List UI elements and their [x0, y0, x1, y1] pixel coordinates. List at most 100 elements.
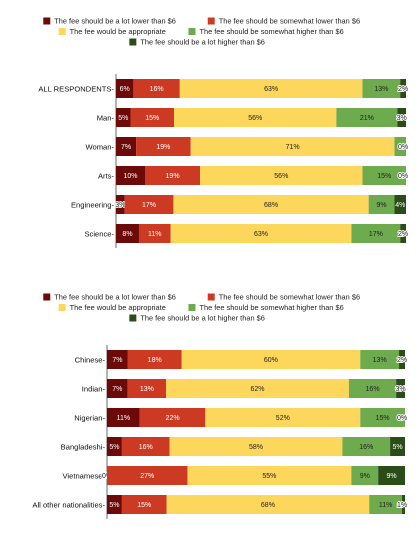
data-label: 18%: [148, 357, 162, 364]
data-label: 5%: [109, 502, 119, 509]
data-label: 10%: [123, 173, 137, 180]
legend-label: The fee should be a lot lower than $6: [54, 293, 176, 302]
legend-item: The fee should be somewhat lower than $6: [207, 17, 360, 26]
data-label: 56%: [248, 115, 262, 122]
legend: The fee should be a lot lower than $6 The…: [43, 17, 360, 47]
legend-label: The fee should be a lot lower than $6: [54, 17, 176, 26]
bar-segment: [181, 350, 361, 369]
data-label: 3%: [115, 202, 125, 209]
bar-segment: [116, 166, 145, 185]
data-label: 2%: [398, 231, 408, 238]
data-label: 2%: [398, 86, 408, 93]
legend-label: The fee should be somewhat lower than $6: [219, 17, 360, 26]
data-label: 60%: [264, 357, 278, 364]
data-label: 15%: [377, 173, 391, 180]
bar-row: ALL RESPONDENTS- 6% 16% 63% 13% 2%: [38, 79, 409, 98]
category-label: Bangladeshi-: [61, 442, 106, 451]
bar-segment: [397, 108, 406, 127]
bar-segment: [394, 195, 406, 214]
data-label: 19%: [166, 173, 180, 180]
chart-panel-1: The fee should be a lot lower than $6 The…: [38, 17, 409, 248]
legend-item: The fee would be appropriate: [58, 303, 166, 312]
data-label: 68%: [264, 202, 278, 209]
data-label: 13%: [374, 86, 388, 93]
bar-segment: [200, 166, 363, 185]
legend-label: The fee should be a lot higher than $6: [140, 314, 265, 323]
legend-swatch: [188, 304, 196, 311]
bar-segment: [166, 495, 370, 514]
bar-row: Indian- 7% 13% 62% 16% 3%: [82, 379, 407, 398]
legend: The fee should be a lot lower than $6 The…: [43, 293, 360, 323]
bar-segment: [390, 437, 405, 456]
bar-segment: [396, 379, 405, 398]
category-label: Arts-: [98, 171, 115, 180]
legend-label: The fee should be somewhat lower than $6: [219, 293, 360, 302]
data-label: 22%: [166, 415, 180, 422]
bar-segment: [116, 137, 137, 156]
bar-segment: [138, 224, 171, 243]
data-label: 3%: [397, 115, 407, 122]
category-label: All other nationalities-: [32, 500, 105, 509]
data-label: 8%: [122, 231, 132, 238]
bar-segment: [399, 350, 405, 369]
bar-segment: [360, 408, 405, 427]
bar-row: All other nationalities- 5% 15% 68% 11% 1%: [32, 495, 408, 514]
data-label: 7%: [112, 357, 122, 364]
bar-segment: [174, 108, 337, 127]
bar-segment: [127, 350, 182, 369]
legend-item: The fee would be appropriate: [58, 27, 166, 36]
bar-segment: [139, 408, 206, 427]
legend-swatch: [129, 38, 137, 46]
bar-segment: [107, 495, 122, 514]
data-label: 13%: [140, 386, 154, 393]
data-label: 68%: [261, 502, 275, 509]
data-label: 63%: [264, 86, 278, 93]
bar-segment: [116, 195, 125, 214]
bar-segment: [116, 224, 139, 243]
bar-segment: [402, 495, 405, 514]
bar-segment: [169, 437, 343, 456]
data-label: 5%: [118, 115, 128, 122]
data-label: 9%: [360, 473, 370, 480]
bar-segment: [190, 137, 395, 156]
bar-segment: [145, 166, 201, 185]
data-label: 7%: [121, 144, 131, 151]
legend-swatch: [58, 304, 66, 311]
legend-item: The fee should be a lot higher than $6: [129, 314, 265, 323]
bar-segment: [107, 408, 140, 427]
legend-swatch: [43, 293, 51, 301]
data-label: 9%: [387, 473, 397, 480]
data-label: 2%: [397, 357, 407, 364]
bar-segment: [179, 79, 363, 98]
data-label: 0%: [398, 173, 408, 180]
category-label: Woman-: [85, 142, 114, 151]
data-label: 17%: [369, 231, 383, 238]
data-label: 11%: [117, 415, 131, 422]
bar-segment: [127, 379, 167, 398]
chart-panel-2: The fee should be a lot lower than $6 The…: [32, 293, 408, 519]
legend-item: The fee should be somewhat lower than $6: [207, 293, 360, 302]
bar-segment: [362, 166, 406, 185]
legend-swatch: [43, 17, 51, 25]
bar-segment: [336, 108, 398, 127]
data-label: 16%: [139, 444, 153, 451]
legend-swatch: [207, 17, 215, 25]
data-label: 27%: [140, 473, 154, 480]
bar-segment: [166, 379, 349, 398]
data-label: 13%: [373, 357, 387, 364]
legend-swatch: [188, 28, 196, 35]
bar-segment: [136, 137, 191, 156]
data-label: 7%: [112, 386, 122, 393]
data-label: 71%: [286, 144, 300, 151]
data-label: 0%: [398, 144, 408, 151]
bar-segment: [394, 137, 406, 156]
legend-item: The fee should be a lot lower than $6: [43, 17, 176, 26]
bar-segment: [107, 379, 128, 398]
category-label: Science-: [84, 229, 114, 238]
data-label: 0%: [397, 415, 407, 422]
bar-row: Science- 8% 11% 63% 17% 2%: [84, 224, 409, 243]
data-label: 16%: [150, 86, 164, 93]
bar-segment: [187, 466, 352, 485]
data-label: 5%: [109, 444, 119, 451]
category-label: Nigerian-: [74, 413, 105, 422]
